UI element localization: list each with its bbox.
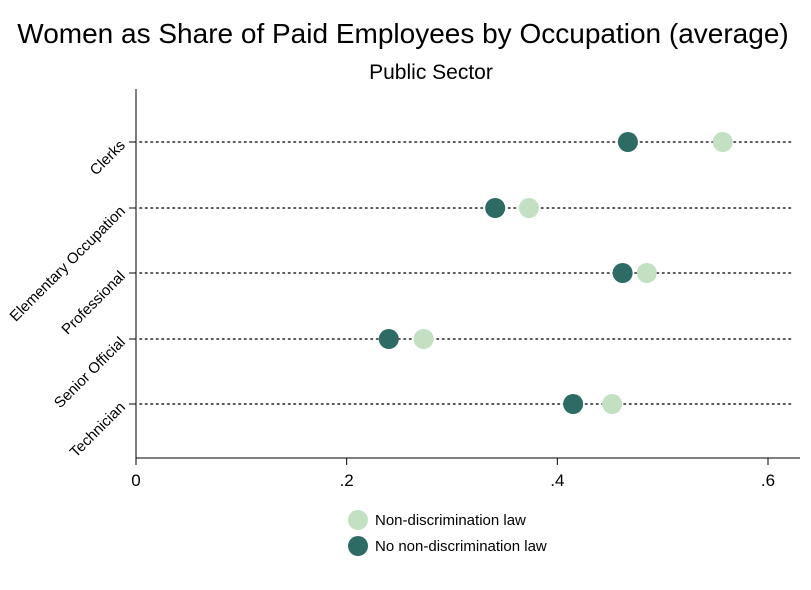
x-tick-label: .6	[761, 471, 775, 490]
dot-no-non-discrimination-law	[617, 132, 638, 152]
dot-no-non-discrimination-law	[485, 198, 506, 218]
dot-no-non-discrimination-law	[378, 329, 399, 349]
dot-non-discrimination-law	[518, 198, 539, 218]
chart-title: Women as Share of Paid Employees by Occu…	[17, 18, 788, 49]
chart-subtitle: Public Sector	[369, 61, 493, 84]
plot-area: 0 .2 .4 .6 Clerks Elementary OccupationProfes…	[7, 89, 800, 490]
dot-non-discrimination-law	[636, 263, 657, 283]
y-category-label: Professional	[58, 268, 128, 338]
legend-label: No non-discrimination law	[375, 538, 547, 555]
x-tick-label: 0	[131, 471, 140, 490]
dot-non-discrimination-law	[602, 394, 623, 414]
dot-no-non-discrimination-law	[612, 263, 633, 283]
y-category-label: Clerks	[87, 137, 129, 179]
dot-non-discrimination-law	[413, 329, 434, 349]
y-category-label: Technician	[67, 399, 129, 461]
x-tick-label: .4	[550, 471, 564, 490]
dot-non-discrimination-law	[712, 132, 733, 152]
dot-no-non-discrimination-law	[563, 394, 584, 414]
y-category-label: Elementary Occupation	[7, 203, 129, 325]
x-tick-label: .2	[340, 471, 354, 490]
legend-marker	[348, 510, 368, 530]
legend-marker	[348, 536, 368, 556]
legend: Non-discrimination law No non-discriminat…	[348, 510, 547, 556]
legend-label: Non-discrimination law	[375, 512, 526, 529]
